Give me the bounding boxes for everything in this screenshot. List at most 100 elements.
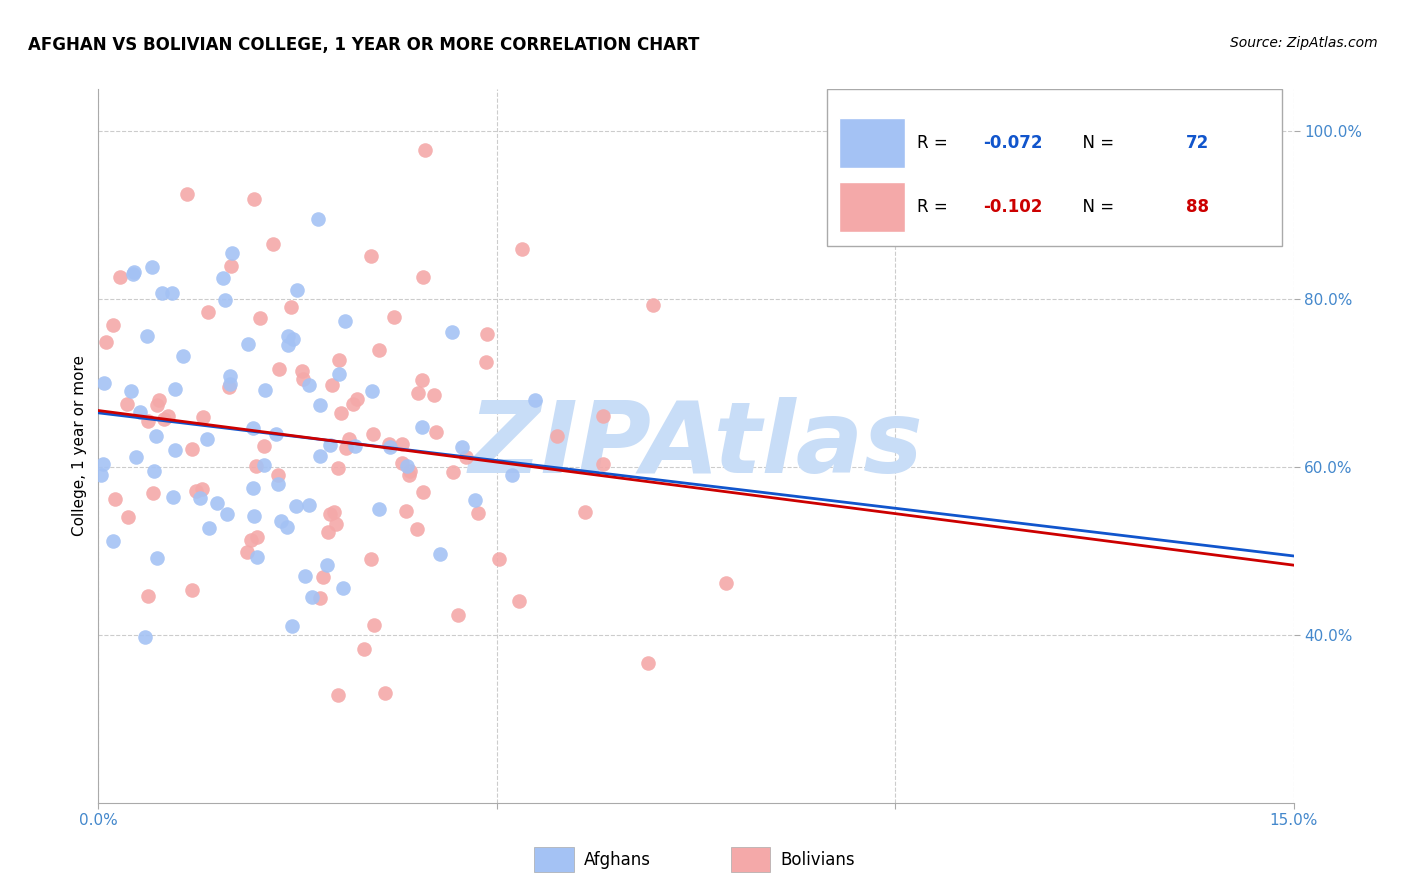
Point — [143, 464, 166, 478]
Point — [280, 300, 302, 314]
Point — [101, 534, 124, 549]
Point — [193, 409, 215, 424]
Point — [253, 439, 276, 453]
Point — [342, 397, 364, 411]
Point — [218, 379, 240, 393]
Point — [142, 486, 165, 500]
Point — [361, 426, 384, 441]
Point — [93, 376, 115, 390]
Point — [592, 457, 614, 471]
Point — [238, 337, 260, 351]
Point — [391, 437, 413, 451]
Point — [294, 569, 316, 583]
Point — [191, 483, 214, 497]
Point — [323, 505, 346, 519]
Point — [524, 393, 547, 408]
Point — [103, 318, 125, 332]
Point — [267, 468, 290, 483]
Y-axis label: College, 1 year or more: College, 1 year or more — [72, 356, 87, 536]
FancyBboxPatch shape — [839, 118, 905, 168]
Point — [165, 443, 187, 458]
Point — [353, 642, 375, 657]
Point — [399, 464, 422, 478]
Point — [180, 442, 202, 457]
Point — [301, 590, 323, 604]
Point — [122, 268, 145, 282]
Point — [446, 607, 468, 622]
Point — [215, 507, 238, 521]
Point — [262, 237, 284, 252]
Point — [423, 388, 446, 402]
Point — [160, 285, 183, 300]
Point — [298, 498, 321, 512]
Point — [319, 438, 342, 452]
Point — [475, 354, 498, 368]
Point — [211, 271, 233, 285]
Point — [129, 405, 152, 419]
Point — [243, 192, 266, 206]
Point — [146, 550, 169, 565]
Point — [464, 492, 486, 507]
Point — [643, 297, 665, 311]
Point — [184, 483, 207, 498]
Point — [368, 343, 391, 358]
Point — [406, 385, 429, 400]
Point — [298, 377, 321, 392]
Point — [501, 467, 523, 482]
Text: Afghans: Afghans — [583, 851, 651, 869]
Point — [197, 305, 219, 319]
Point — [425, 425, 447, 439]
Point — [165, 382, 187, 396]
Point — [218, 369, 240, 384]
Point — [117, 510, 139, 524]
Point — [308, 399, 330, 413]
Point — [321, 377, 343, 392]
Text: ZIPAtlas: ZIPAtlas — [468, 398, 924, 494]
Point — [136, 414, 159, 428]
Point — [239, 533, 262, 548]
Point — [108, 270, 131, 285]
Point — [574, 504, 596, 518]
Point — [332, 581, 354, 595]
Text: 72: 72 — [1187, 134, 1209, 152]
Text: N =: N = — [1073, 134, 1119, 152]
Point — [346, 392, 368, 406]
Text: Bolivians: Bolivians — [780, 851, 855, 869]
Point — [360, 552, 382, 566]
Point — [412, 485, 434, 500]
Point — [440, 325, 463, 339]
Point — [285, 499, 308, 513]
Point — [120, 384, 142, 398]
Point — [269, 361, 291, 376]
Point — [368, 502, 391, 516]
Point — [242, 421, 264, 435]
Point — [292, 372, 315, 386]
Point — [326, 461, 349, 475]
Point — [235, 544, 257, 558]
Point — [413, 143, 436, 157]
Point — [195, 432, 218, 446]
Point — [134, 630, 156, 644]
Point — [325, 516, 347, 531]
Point — [488, 551, 510, 566]
Point — [150, 286, 173, 301]
Point — [441, 465, 464, 479]
Point — [277, 328, 299, 343]
Point — [508, 594, 530, 608]
Point — [249, 311, 271, 326]
Point — [312, 569, 335, 583]
Point — [319, 508, 342, 522]
Point — [136, 589, 159, 603]
Point — [411, 373, 433, 387]
Point — [308, 449, 330, 463]
Text: R =: R = — [917, 134, 953, 152]
Point — [91, 457, 114, 471]
Point — [637, 657, 659, 671]
Point — [337, 432, 360, 446]
Text: 88: 88 — [1187, 198, 1209, 216]
Point — [218, 377, 240, 392]
Point — [360, 249, 382, 263]
Point — [94, 334, 117, 349]
Point — [328, 688, 350, 702]
Text: Source: ZipAtlas.com: Source: ZipAtlas.com — [1230, 36, 1378, 50]
